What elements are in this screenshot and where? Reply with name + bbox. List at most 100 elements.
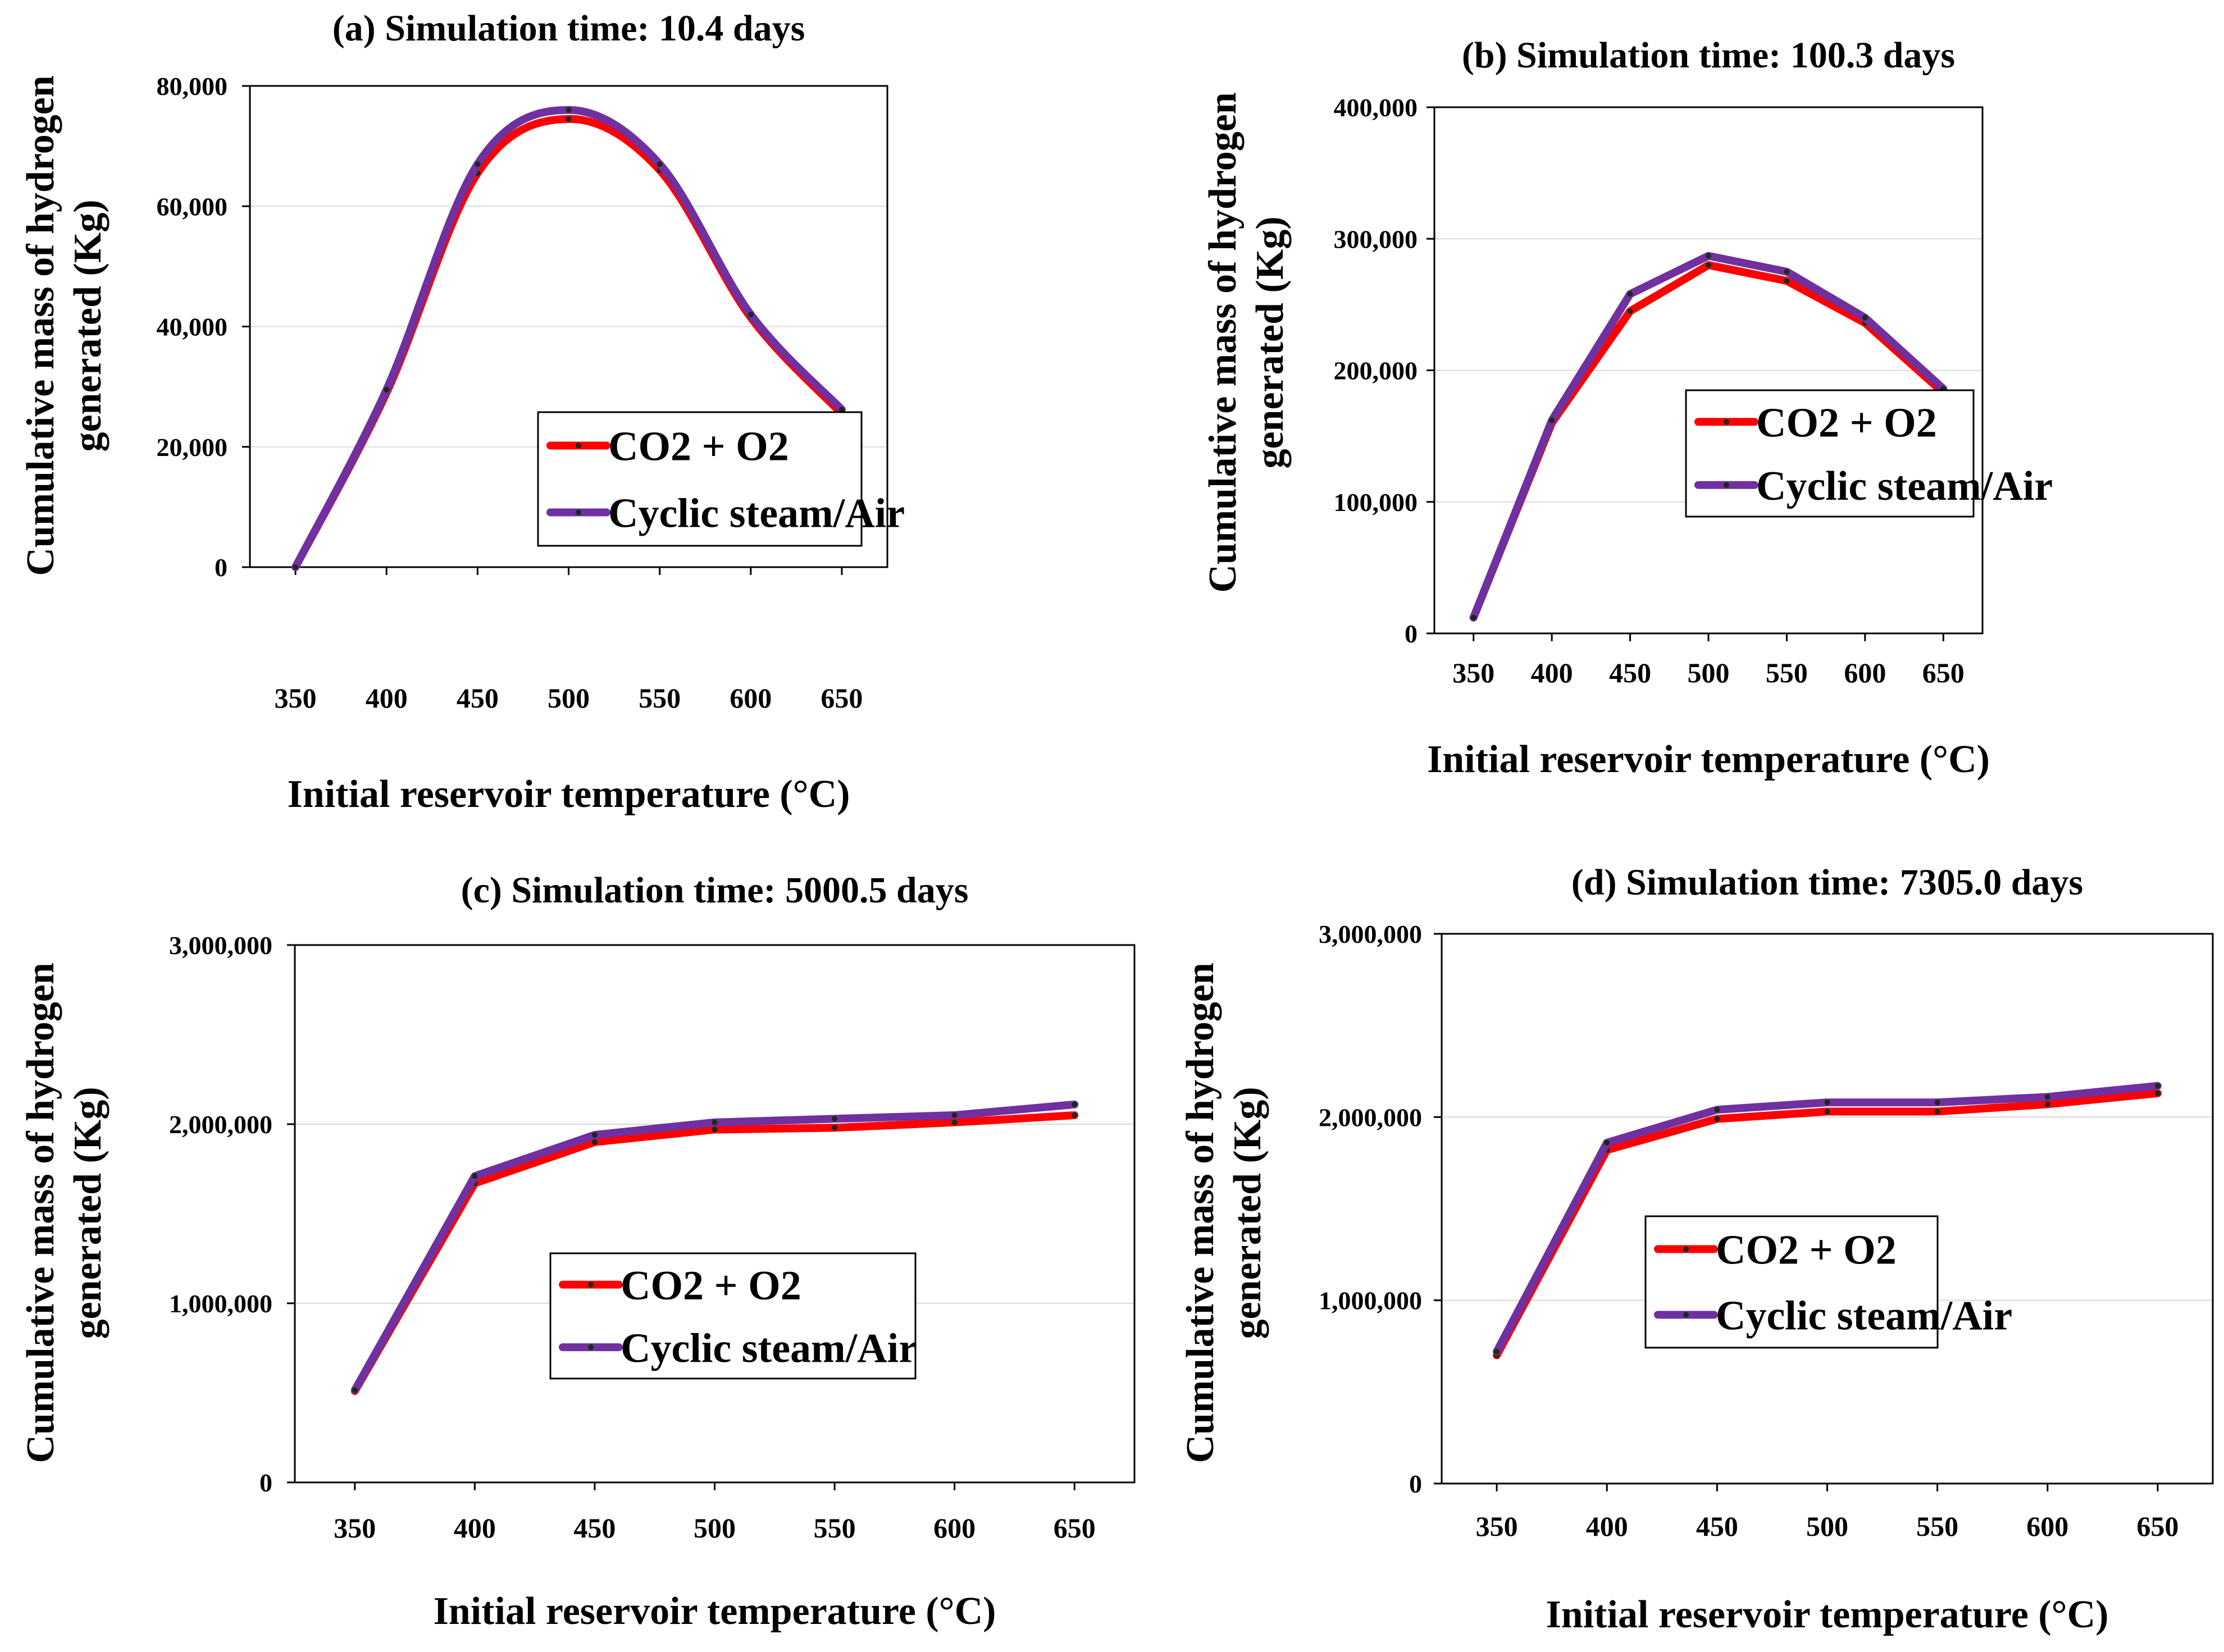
data-point xyxy=(1706,253,1711,259)
data-point xyxy=(1494,1349,1500,1355)
data-point xyxy=(748,312,754,318)
x-tick-label: 350 xyxy=(334,1512,376,1544)
y-tick-label: 0 xyxy=(1409,1470,1422,1498)
data-point xyxy=(838,407,845,413)
data-point xyxy=(1604,1140,1610,1146)
data-point xyxy=(384,386,390,393)
y-axis-label-line: Cumulative mass of hydrogen xyxy=(1179,962,1222,1463)
chart-panel-0: 0 20,000 40,000 60,000 80,000 350 400 450 500 550… xyxy=(19,8,905,816)
legend-label-1: Cyclic steam/Air xyxy=(1756,463,2053,509)
data-point xyxy=(293,564,299,570)
chart-panel-2: 0 1,000,000 2,000,000 3,000,000 350 400 450 500… xyxy=(19,870,1136,1633)
y-axis-label: Cumulative mass of hydrogen generated (Kg… xyxy=(19,75,110,576)
y-tick-label: 100,000 xyxy=(1334,488,1418,517)
legend-label-0: CO2 + O2 xyxy=(1756,400,1937,446)
legend: CO2 + O2 Cyclic steam/Air xyxy=(1685,389,2053,518)
data-point xyxy=(2044,1094,2050,1100)
data-point xyxy=(1714,1107,1720,1113)
legend-label-0: CO2 + O2 xyxy=(1716,1227,1897,1274)
x-tick-label: 500 xyxy=(1806,1510,1848,1542)
x-tick-label: 650 xyxy=(2136,1510,2179,1542)
y-tick-label: 1,000,000 xyxy=(1319,1286,1422,1315)
data-point xyxy=(1934,1108,1940,1115)
data-point xyxy=(1714,1116,1720,1122)
data-point xyxy=(475,161,481,167)
x-tick-label: 400 xyxy=(1586,1510,1628,1542)
data-point xyxy=(1784,268,1790,275)
legend-box xyxy=(1685,389,1975,518)
data-point xyxy=(1934,1099,1940,1106)
chart-panel-1: 0 100,000 200,000 300,000 400,000 350 400 450 50… xyxy=(1201,35,2053,781)
data-point xyxy=(1784,278,1790,284)
data-point xyxy=(2044,1101,2050,1107)
data-point xyxy=(832,1116,838,1122)
y-tick-label: 40,000 xyxy=(157,313,228,341)
y-tick-label: 3,000,000 xyxy=(1319,920,1422,948)
y-tick-label: 0 xyxy=(215,553,227,582)
legend-marker xyxy=(576,509,581,515)
chart-title: (b) Simulation time: 100.3 days xyxy=(1462,35,1955,76)
y-tick-label: 400,000 xyxy=(1334,93,1418,122)
y-tick-label: 0 xyxy=(259,1468,272,1497)
y-tick-label: 200,000 xyxy=(1334,357,1418,385)
legend-marker xyxy=(1683,1246,1689,1252)
x-tick-label: 450 xyxy=(573,1512,616,1544)
data-point xyxy=(951,1112,958,1119)
y-axis-label: Cumulative mass of hydrogen generated (Kg… xyxy=(1179,962,1269,1463)
data-point xyxy=(1072,1101,1078,1107)
legend: CO2 + O2 Cyclic steam/Air xyxy=(549,1252,917,1380)
legend-marker xyxy=(1724,419,1729,425)
y-tick-label: 2,000,000 xyxy=(1319,1103,1422,1131)
x-tick-label: 400 xyxy=(454,1512,496,1544)
x-tick-label: 550 xyxy=(1766,657,1808,688)
y-tick-label: 3,000,000 xyxy=(169,931,272,960)
data-point xyxy=(591,1132,598,1138)
legend-marker xyxy=(576,442,581,449)
data-point xyxy=(1627,308,1633,314)
data-point xyxy=(1470,614,1476,620)
x-tick-label: 650 xyxy=(821,682,863,714)
legend-label-1: Cyclic steam/Air xyxy=(1716,1293,2012,1339)
legend-label-0: CO2 + O2 xyxy=(608,424,789,470)
y-tick-label: 20,000 xyxy=(157,433,228,462)
chart-title: (d) Simulation time: 7305.0 days xyxy=(1571,862,2083,903)
chart-title: (a) Simulation time: 10.4 days xyxy=(332,8,805,49)
x-tick-label: 550 xyxy=(814,1512,856,1544)
x-tick-label: 550 xyxy=(639,682,681,714)
chart-panel-3: 0 1,000,000 2,000,000 3,000,000 350 400 450 500… xyxy=(1179,862,2214,1636)
x-tick-label: 450 xyxy=(1609,657,1651,688)
legend-marker xyxy=(588,1344,594,1350)
data-point xyxy=(566,107,572,113)
data-point xyxy=(1824,1099,1830,1106)
y-axis-label-line: Cumulative mass of hydrogen xyxy=(1201,92,1245,592)
plot-area xyxy=(1441,933,2214,1485)
data-point xyxy=(472,1173,478,1179)
x-tick-label: 650 xyxy=(1922,657,1965,688)
x-axis-label: Initial reservoir temperature (°C) xyxy=(434,1590,996,1633)
legend-marker xyxy=(1683,1312,1689,1318)
x-tick-label: 450 xyxy=(1696,1510,1738,1542)
legend: CO2 + O2 Cyclic steam/Air xyxy=(537,411,905,547)
data-point xyxy=(1706,262,1711,268)
x-axis-label: Initial reservoir temperature (°C) xyxy=(1427,738,1990,781)
y-axis-label-line: generated (Kg) xyxy=(1248,216,1292,468)
legend-label-1: Cyclic steam/Air xyxy=(608,491,905,537)
plot-area xyxy=(294,944,1136,1484)
x-tick-label: 400 xyxy=(366,682,408,714)
x-tick-label: 500 xyxy=(694,1512,736,1544)
x-tick-label: 600 xyxy=(2026,1510,2068,1542)
legend-label-0: CO2 + O2 xyxy=(621,1263,801,1309)
y-tick-label: 1,000,000 xyxy=(169,1289,272,1318)
y-axis-label: Cumulative mass of hydrogen generated (Kg… xyxy=(1201,92,1292,592)
data-point xyxy=(1824,1108,1830,1115)
legend: CO2 + O2 Cyclic steam/Air xyxy=(1644,1215,2012,1349)
data-point xyxy=(951,1119,958,1125)
data-point xyxy=(1072,1112,1078,1119)
legend-marker xyxy=(1724,482,1729,488)
x-tick-label: 600 xyxy=(933,1512,976,1544)
data-point xyxy=(566,116,572,122)
data-point xyxy=(591,1139,598,1145)
data-point xyxy=(657,161,663,167)
chart-title: (c) Simulation time: 5000.5 days xyxy=(461,870,969,911)
